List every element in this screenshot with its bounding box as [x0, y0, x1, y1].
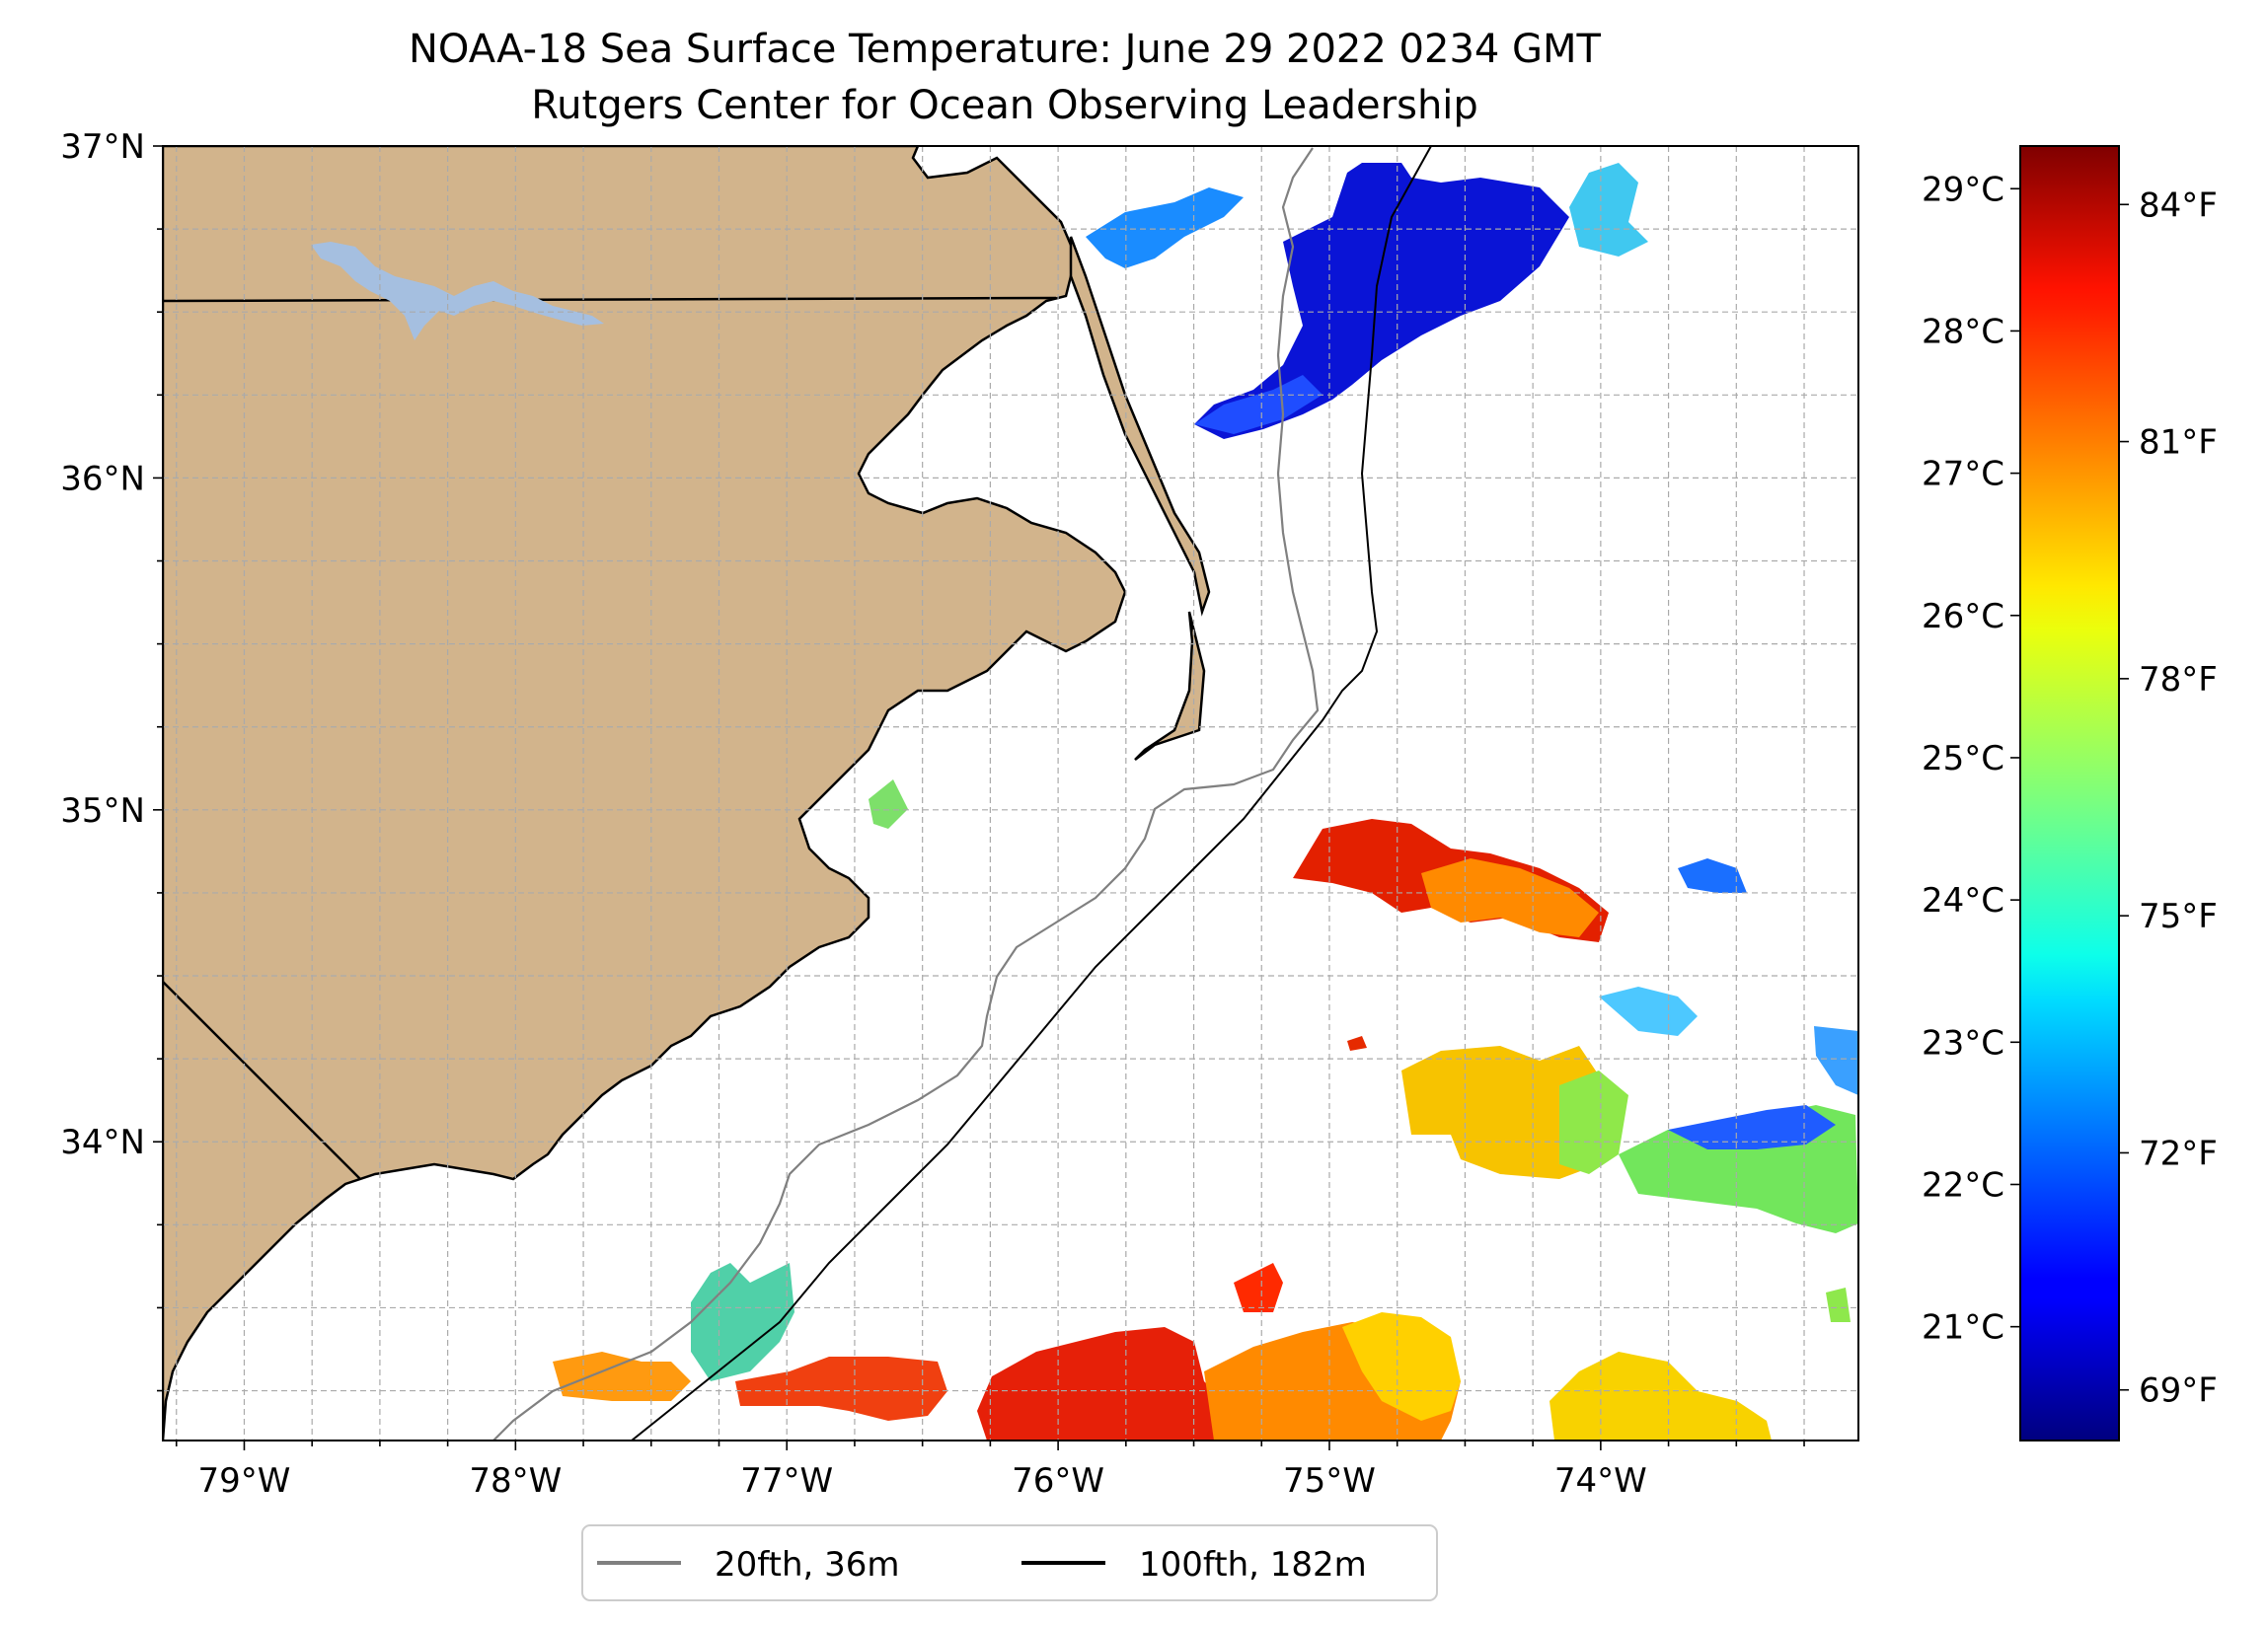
map-subtitle: Rutgers Center for Ocean Observing Leade… — [531, 83, 1478, 128]
sst-patch-nnorth-a — [1086, 187, 1244, 268]
map-title: NOAA-18 Sea Surface Temperature: June 29… — [409, 27, 1602, 72]
sst-patch-south-yellow — [1342, 1312, 1461, 1421]
sst-patch-south-red1 — [735, 1357, 947, 1421]
lon-tick-label: 79°W — [198, 1461, 291, 1501]
celsius-tick-label: 25°C — [1922, 739, 2004, 778]
map-frame — [162, 145, 1859, 1441]
lake — [311, 242, 604, 340]
celsius-tick-label: 27°C — [1922, 455, 2004, 494]
celsius-tick-label: 22°C — [1922, 1165, 2004, 1205]
land-north-carolina — [163, 146, 1127, 1441]
sst-patch-north-blue — [1194, 375, 1323, 434]
colorbar-fahrenheit-ticks: 84°F 81°F 78°F 75°F 72°F 69°F — [2119, 185, 2218, 1411]
lat-tick-label: 36°N — [60, 459, 145, 498]
sst-patch-sw-striped — [691, 1263, 794, 1381]
celsius-tick-label: 23°C — [1922, 1023, 2004, 1063]
longitude-axis: 79°W 78°W 77°W 76°W 75°W 74°W — [175, 1441, 1805, 1501]
colorbar-celsius-ticks: 29°C 28°C 27°C 26°C 25°C 24°C 23°C 22°C 21°C — [1922, 170, 2020, 1348]
sst-patch-north-cyan — [1569, 163, 1648, 257]
outer-banks-south — [1134, 611, 1206, 761]
sst-patch-north-dark — [1194, 163, 1569, 439]
sst-patch-sw-orange — [553, 1352, 691, 1401]
celsius-tick-label: 29°C — [1922, 170, 2004, 209]
legend-box — [581, 1524, 1438, 1601]
sst-patch-se-yellow — [1550, 1352, 1772, 1441]
isobath-20fth — [492, 147, 1320, 1441]
sst-patch-east-green — [1559, 1071, 1628, 1174]
lon-tick-label: 75°W — [1283, 1461, 1376, 1501]
nc-sc-border — [163, 981, 361, 1180]
sst-patch-small-red — [1347, 1036, 1367, 1051]
lat-tick-label: 35°N — [60, 791, 145, 831]
legend: 20fth, 36m 100fth, 182m — [581, 1524, 1438, 1601]
celsius-tick-label: 24°C — [1922, 881, 2004, 921]
fahrenheit-tick-label: 69°F — [2139, 1371, 2218, 1411]
fahrenheit-tick-label: 78°F — [2139, 660, 2218, 700]
sst-patch-south-red2 — [977, 1327, 1224, 1441]
fahrenheit-tick-label: 72°F — [2139, 1134, 2218, 1173]
sst-patch-pamlico — [869, 779, 908, 829]
legend-label-100fth: 100fth, 182m — [1139, 1545, 1367, 1585]
outer-banks — [1069, 236, 1211, 617]
isobath-100fth — [631, 146, 1432, 1441]
map-area — [163, 146, 1858, 1441]
sst-patch-far-east-edge — [1814, 1026, 1858, 1095]
lon-tick-label: 74°W — [1554, 1461, 1647, 1501]
isobaths — [492, 146, 1432, 1441]
colorbar: 29°C 28°C 27°C 26°C 25°C 24°C 23°C 22°C 21°C 84°… — [1922, 145, 2218, 1441]
sst-layer — [553, 163, 1858, 1441]
lon-tick-label: 76°W — [1012, 1461, 1104, 1501]
sst-patch-east-far-blue — [1668, 1105, 1836, 1149]
colorbar-gradient — [2019, 145, 2120, 1441]
celsius-tick-label: 26°C — [1922, 597, 2004, 636]
lat-tick-label: 34°N — [60, 1123, 145, 1162]
va-nc-border — [163, 296, 1057, 303]
latitude-axis: 37°N 36°N 35°N 34°N — [60, 127, 163, 1392]
lat-tick-label: 37°N — [60, 127, 145, 167]
sst-patch-se-small — [1826, 1288, 1851, 1322]
sst-patch-east-cyan — [1599, 987, 1698, 1036]
fahrenheit-tick-label: 84°F — [2139, 185, 2218, 225]
celsius-tick-label: 21°C — [1922, 1308, 2004, 1348]
lon-tick-label: 77°W — [740, 1461, 833, 1501]
lon-tick-label: 78°W — [469, 1461, 562, 1501]
fahrenheit-tick-label: 75°F — [2139, 897, 2218, 936]
sst-patch-east-yellow — [1401, 1046, 1599, 1179]
celsius-tick-label: 28°C — [1922, 312, 2004, 351]
fahrenheit-tick-label: 81°F — [2139, 423, 2218, 463]
sst-patch-mid-small — [1678, 858, 1747, 893]
gridlines — [163, 146, 1858, 1441]
legend-label-20fth: 20fth, 36m — [715, 1545, 900, 1585]
sst-patch-south-spots — [1234, 1263, 1283, 1312]
